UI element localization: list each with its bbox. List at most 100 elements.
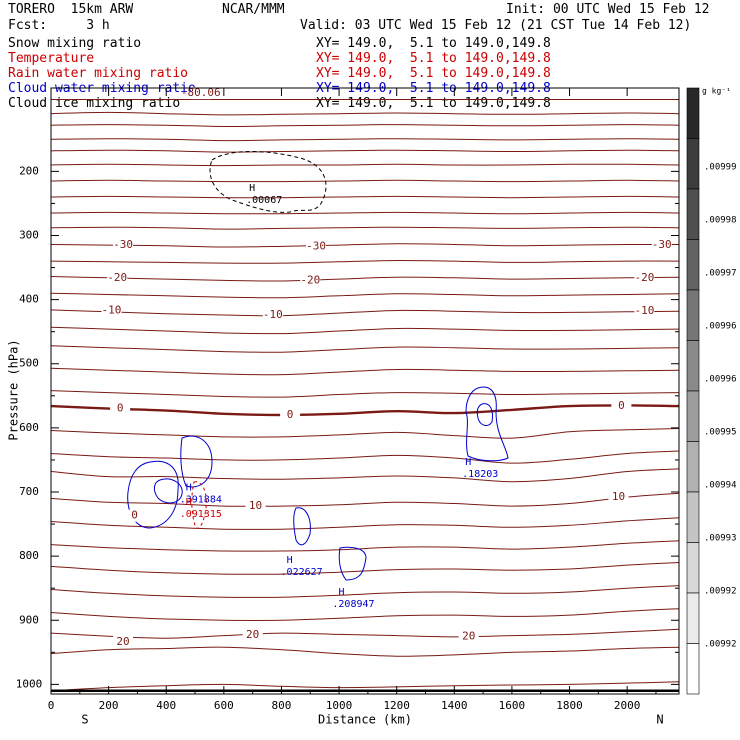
legend-temperature-name: Temperature bbox=[8, 51, 95, 66]
legend-temperature-xy: XY= 149.0, 5.1 to 149.0,149.8 bbox=[316, 51, 551, 66]
y-tick-label: 900 bbox=[19, 613, 39, 626]
colorbar-segment bbox=[686, 643, 700, 695]
maximum-value-label: .091315 bbox=[180, 509, 222, 520]
isotherm-line bbox=[51, 309, 679, 317]
isotherm-label: -30 bbox=[306, 239, 326, 252]
isotherm-label-bg bbox=[300, 274, 321, 287]
isotherm-line bbox=[51, 292, 679, 299]
isotherm-line bbox=[51, 517, 679, 530]
valid-time: Valid: 03 UTC Wed 15 Feb 12 (21 CST Tue … bbox=[300, 18, 692, 33]
y-tick-label: 600 bbox=[19, 421, 39, 434]
north-label: N bbox=[656, 713, 663, 727]
isotherm-line bbox=[51, 211, 679, 215]
isotherm-label: -10 bbox=[102, 304, 122, 317]
isotherm-label-bg bbox=[101, 304, 122, 317]
colorbar-segment bbox=[686, 87, 700, 139]
cloud-water-contour bbox=[153, 478, 183, 504]
isotherm-label: -20 bbox=[634, 271, 654, 284]
isotherm-line bbox=[51, 468, 679, 483]
x-tick-label: 800 bbox=[272, 699, 292, 712]
isotherm-label: -80.06 bbox=[181, 86, 221, 99]
isotherm-line bbox=[51, 195, 679, 199]
x-tick-label: 400 bbox=[156, 699, 176, 712]
maximum-value-label: .18203 bbox=[462, 469, 498, 480]
isotherm-line bbox=[51, 149, 679, 153]
isotherm-line bbox=[51, 179, 679, 183]
isotherm-line bbox=[51, 138, 679, 142]
colorbar-label: .00993 bbox=[704, 534, 737, 544]
cloud-water-contour bbox=[338, 546, 367, 581]
isotherm-line bbox=[51, 111, 679, 116]
isotherm-line bbox=[51, 124, 679, 128]
colorbar-label: .00996 bbox=[704, 375, 737, 385]
isotherm-line bbox=[51, 681, 679, 692]
isotherm-line bbox=[51, 276, 679, 282]
isotherm-label: 0 bbox=[618, 399, 625, 412]
colorbar-segment bbox=[686, 491, 700, 543]
maximum-value-label: .391884 bbox=[180, 495, 222, 506]
isotherm-label-bg bbox=[306, 240, 327, 253]
x-tick-label: 1000 bbox=[326, 699, 353, 712]
x-tick-label: 1800 bbox=[556, 699, 583, 712]
cloud-water-contour bbox=[293, 507, 311, 546]
colorbar-segment bbox=[686, 542, 700, 594]
isotherm-line bbox=[51, 608, 679, 621]
isotherm-label-bg bbox=[113, 239, 134, 252]
colorbar-segment bbox=[686, 441, 700, 493]
isotherm-line bbox=[51, 628, 679, 639]
isotherm-label-bg bbox=[611, 400, 632, 413]
isotherm-label-bg bbox=[262, 309, 283, 322]
x-tick-label: 1200 bbox=[383, 699, 410, 712]
legend-snow-xy: XY= 149.0, 5.1 to 149.0,149.8 bbox=[316, 36, 551, 51]
maximum-marker-h: H bbox=[338, 587, 344, 598]
isotherm-label: -10 bbox=[634, 304, 654, 317]
isotherm-line bbox=[51, 326, 679, 335]
y-tick-label: 400 bbox=[19, 293, 39, 306]
isotherm-label-bg bbox=[242, 629, 263, 642]
isotherm-label-bg bbox=[110, 402, 131, 415]
isotherm-label: 10 bbox=[249, 499, 262, 512]
cloud-water-contour bbox=[180, 435, 213, 488]
isotherm-label-bg bbox=[190, 87, 211, 100]
isotherm-label-bg bbox=[634, 305, 655, 318]
isotherm-label-bg bbox=[608, 491, 629, 504]
y-tick-label: 300 bbox=[19, 228, 39, 241]
maximum-value-label: .022627 bbox=[281, 567, 323, 578]
isotherm-line bbox=[51, 646, 679, 657]
isotherm-group bbox=[51, 99, 679, 692]
isotherm-label: -20 bbox=[107, 271, 127, 284]
cloud-water-contour bbox=[127, 460, 179, 529]
isotherm-label: 0 bbox=[131, 509, 138, 522]
legend-rain-name: Rain water mixing ratio bbox=[8, 66, 189, 81]
isotherm-label: -20 bbox=[300, 273, 320, 286]
x-tick-label: 1600 bbox=[499, 699, 526, 712]
x-axis-label: Distance (km) bbox=[318, 713, 412, 727]
isotherm-line bbox=[51, 259, 679, 264]
isotherm-line bbox=[51, 163, 679, 167]
isotherm-line bbox=[51, 226, 679, 230]
isotherm-line bbox=[51, 450, 679, 464]
isotherm-label: -30 bbox=[652, 238, 672, 251]
isotherm-label-bg bbox=[634, 271, 655, 284]
isotherm-label: 20 bbox=[116, 635, 129, 648]
maximum-value-label: .00067 bbox=[246, 195, 282, 206]
colorbar-segment bbox=[686, 340, 700, 392]
legend-rain-xy: XY= 149.0, 5.1 to 149.0,149.8 bbox=[316, 66, 551, 81]
isotherm-label: 0 bbox=[287, 408, 294, 421]
x-tick-label: 0 bbox=[48, 699, 55, 712]
maximum-marker-h: H bbox=[287, 555, 293, 566]
colorbar-segment bbox=[686, 289, 700, 341]
isotherm-line bbox=[51, 243, 679, 248]
x-tick-label: 600 bbox=[214, 699, 234, 712]
isotherm-label: -10 bbox=[263, 308, 283, 321]
center-name: NCAR/MMM bbox=[222, 2, 285, 17]
y-axis-label: Pressure (hPa) bbox=[7, 339, 21, 440]
maximum-marker-h: H bbox=[465, 457, 471, 468]
isotherm-label: 10 bbox=[612, 490, 625, 503]
isotherm-line bbox=[51, 562, 679, 575]
y-tick-label: 700 bbox=[19, 485, 39, 498]
legend-snow-name: Snow mixing ratio bbox=[8, 36, 142, 51]
cloud-water-contour bbox=[476, 403, 493, 426]
